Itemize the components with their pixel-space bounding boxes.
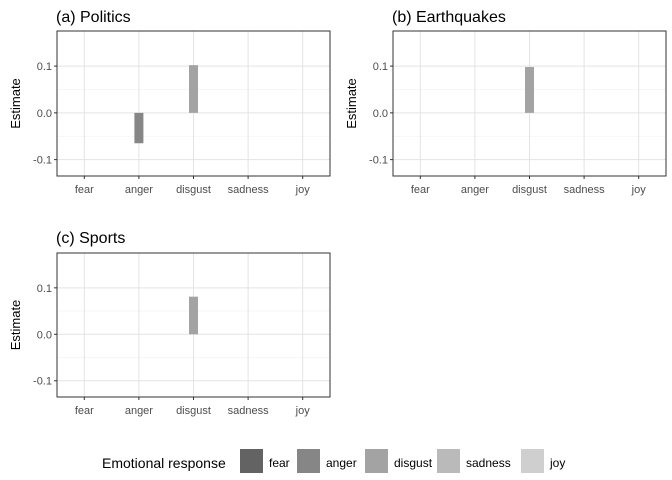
legend-item-disgust: disgust (365, 449, 433, 473)
legend-key (297, 449, 320, 473)
legend: Emotional response fear anger disgust sadne… (102, 449, 565, 473)
x-tick-label: joy (631, 184, 647, 196)
legend-key (521, 449, 544, 473)
y-tick-label: 0.1 (37, 283, 52, 295)
x-tick-label: disgust (176, 184, 211, 196)
x-tick-label: fear (411, 184, 430, 196)
legend-item-sadness: sadness (437, 449, 511, 473)
y-axis-title: Estimate (344, 78, 359, 129)
y-tick-label: 0.0 (37, 329, 52, 341)
x-tick-label: disgust (176, 405, 211, 417)
x-tick-label: joy (295, 184, 311, 196)
y-tick-label: -0.1 (369, 155, 388, 167)
bar-disgust (189, 296, 198, 335)
bar-disgust (189, 65, 198, 113)
panels: -0.1 0.0 0.1 fear anger disgust sadness joy Esti… (8, 9, 667, 417)
y-tick-label: 0.1 (37, 61, 52, 73)
panel-title: (c) Sports (56, 230, 125, 247)
x-tick-label: anger (125, 405, 153, 417)
legend-key (437, 449, 460, 473)
legend-label: joy (549, 456, 565, 470)
legend-label: anger (326, 456, 357, 470)
bar-disgust (525, 67, 534, 113)
x-tick-label: joy (295, 405, 311, 417)
x-tick-label: sadness (228, 184, 269, 196)
x-tick-label: fear (75, 184, 94, 196)
panel-title: (b) Earthquakes (392, 9, 506, 26)
legend-key (365, 449, 388, 473)
y-tick-label: -0.1 (33, 376, 52, 388)
legend-item-joy: joy (521, 449, 565, 473)
y-tick-label: 0.1 (373, 61, 388, 73)
panel-title: (a) Politics (56, 9, 131, 26)
y-tick-label: -0.1 (33, 155, 52, 167)
legend-items: fear anger disgust sadness joy (240, 449, 565, 473)
y-axis-title: Estimate (8, 78, 23, 129)
x-tick-label: sadness (228, 405, 269, 417)
panel-3: -0.1 0.0 0.1 fear anger disgust sadness joy Esti… (8, 230, 331, 417)
bar-anger (134, 112, 144, 144)
x-tick-label: disgust (512, 184, 547, 196)
x-tick-label: fear (75, 405, 94, 417)
panel-2: -0.1 0.0 0.1 fear anger disgust sadness joy Esti… (344, 9, 667, 196)
x-tick-label: anger (461, 184, 489, 196)
legend-title: Emotional response (102, 455, 226, 471)
y-tick-label: 0.0 (37, 108, 52, 120)
panel-1: -0.1 0.0 0.1 fear anger disgust sadness joy Esti… (8, 9, 331, 196)
legend-item-fear: fear (240, 449, 290, 473)
y-axis-title: Estimate (8, 300, 23, 351)
x-tick-label: anger (125, 184, 153, 196)
legend-key (240, 449, 263, 473)
legend-label: sadness (466, 456, 511, 470)
legend-item-anger: anger (297, 449, 357, 473)
legend-label: disgust (394, 456, 433, 470)
x-tick-label: sadness (564, 184, 605, 196)
legend-label: fear (269, 456, 290, 470)
y-tick-label: 0.0 (373, 108, 388, 120)
